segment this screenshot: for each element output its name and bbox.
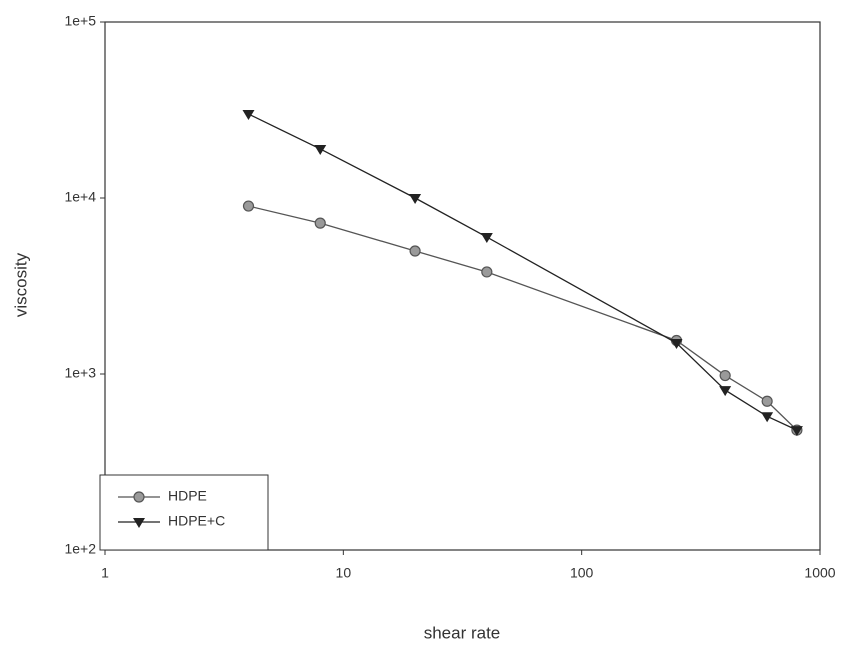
series-line bbox=[248, 114, 796, 430]
legend-label: HDPE bbox=[168, 488, 207, 504]
marker bbox=[719, 386, 731, 396]
marker bbox=[409, 194, 421, 204]
marker bbox=[315, 218, 325, 228]
series bbox=[243, 201, 801, 435]
plot-frame bbox=[105, 22, 820, 550]
x-tick-label: 1 bbox=[101, 565, 109, 581]
marker bbox=[243, 201, 253, 211]
marker bbox=[410, 246, 420, 256]
y-tick-label: 1e+4 bbox=[64, 189, 96, 205]
marker bbox=[314, 145, 326, 155]
x-tick-label: 10 bbox=[336, 565, 352, 581]
marker bbox=[762, 396, 772, 406]
marker bbox=[720, 371, 730, 381]
series bbox=[242, 110, 802, 436]
marker bbox=[242, 110, 254, 120]
legend-label: HDPE+C bbox=[168, 513, 225, 529]
marker bbox=[481, 233, 493, 243]
legend-marker bbox=[134, 492, 144, 502]
y-tick-label: 1e+3 bbox=[64, 365, 96, 381]
series-line bbox=[248, 206, 796, 430]
y-axis-title: viscosity bbox=[11, 252, 30, 317]
y-tick-label: 1e+2 bbox=[64, 541, 96, 557]
chart: shear rate viscosity 1e+2 1e+3 1e+4 1e+5 1 10… bbox=[0, 0, 847, 648]
x-tick-label: 1000 bbox=[804, 565, 835, 581]
y-tick-label: 1e+5 bbox=[64, 13, 96, 29]
marker bbox=[761, 412, 773, 422]
x-axis-title: shear rate bbox=[424, 623, 501, 642]
x-tick-label: 100 bbox=[570, 565, 594, 581]
marker bbox=[482, 267, 492, 277]
